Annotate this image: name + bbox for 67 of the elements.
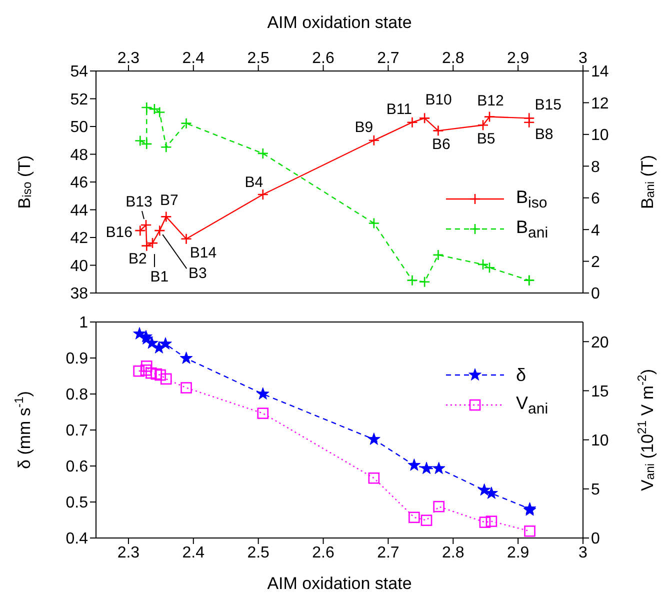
x-tick-label: 2.3 <box>117 50 140 67</box>
x-tick-label: 2.9 <box>506 544 530 562</box>
x-tick-label: 2.5 <box>247 544 270 562</box>
annotation: B15 <box>534 96 562 114</box>
x-tick-label: 2.5 <box>247 50 270 67</box>
x-tick-label: 3 <box>578 544 588 562</box>
legend-label: B$_{iso}$ <box>516 186 548 212</box>
annotation: B4 <box>244 174 264 191</box>
annotation: B14 <box>190 244 217 262</box>
annotation: B16 <box>106 224 133 242</box>
legend-label: B$_{ani}$ <box>516 216 548 242</box>
y-tick-label: 1 <box>79 314 88 332</box>
y-tick-label: 0.6 <box>66 458 88 476</box>
y2-tick-label: 0 <box>591 286 600 303</box>
annotation: B5 <box>476 130 496 148</box>
y-tick-label: 38 <box>70 286 88 303</box>
x-tick-label: 2.7 <box>377 50 400 67</box>
annotation: B3 <box>188 265 207 282</box>
x-tick-label: 3 <box>578 50 588 67</box>
y-tick-label: 52 <box>70 91 88 108</box>
annotation: B13 <box>126 194 152 211</box>
y2-tick-label: 12 <box>591 95 609 112</box>
y2-tick-label: 14 <box>591 64 609 81</box>
x-tick-label: 2.6 <box>312 544 334 562</box>
annotation: B8 <box>534 126 554 143</box>
annotation: B1 <box>150 268 169 286</box>
y-tick-label: 40 <box>70 258 88 275</box>
y2-tick-label: 10 <box>591 127 609 144</box>
y-tick-label: 50 <box>70 119 88 136</box>
annotation: B9 <box>354 118 374 136</box>
x-axis-title: AIM oxidation state <box>267 574 412 592</box>
y2-tick-label: 8 <box>591 158 600 176</box>
y2-tick-label: 2 <box>591 254 600 271</box>
y-tick-label: 0.8 <box>66 386 88 404</box>
y-tick-label: 42 <box>70 230 88 248</box>
y2-tick-label: 0 <box>591 530 600 548</box>
y-tick-label: 0.5 <box>66 494 88 512</box>
annotation: B12 <box>477 92 504 110</box>
y-tick-label: 0.4 <box>66 530 88 548</box>
x-tick-label: 2.9 <box>506 50 530 67</box>
x-tick-label: 2.8 <box>442 544 464 562</box>
x-tick-label: 2.6 <box>312 50 334 67</box>
y-tick-label: 44 <box>70 202 88 220</box>
legend-label: V$_{ani}$ <box>516 392 548 418</box>
x-tick-label: 2.4 <box>182 50 205 67</box>
y-tick-label: 0.9 <box>66 350 88 368</box>
y2-tick-label: 6 <box>591 190 600 208</box>
x-tick-label: 2.8 <box>442 50 464 67</box>
x-tick-label: 2.7 <box>377 544 400 562</box>
annotation: B6 <box>432 136 450 154</box>
y-tick-label: 48 <box>70 146 88 164</box>
y2-tick-label: 15 <box>591 383 609 400</box>
x-axis-title: AIM oxidation state <box>267 12 412 32</box>
annotation: B2 <box>128 250 147 268</box>
y-tick-label: 54 <box>70 64 88 81</box>
annotation: B7 <box>160 192 178 210</box>
y-tick-label: 46 <box>70 174 88 192</box>
annotation: B10 <box>425 92 452 109</box>
y2-tick-label: 5 <box>591 482 600 499</box>
y2-tick-label: 4 <box>591 222 600 240</box>
annotation: B11 <box>386 100 412 118</box>
x-tick-label: 2.3 <box>117 544 140 562</box>
x-tick-label: 2.4 <box>182 544 205 562</box>
y2-tick-label: 20 <box>591 334 609 352</box>
y2-tick-label: 10 <box>591 432 609 450</box>
y-tick-label: 0.7 <box>66 422 88 440</box>
legend-label: δ <box>516 364 526 386</box>
